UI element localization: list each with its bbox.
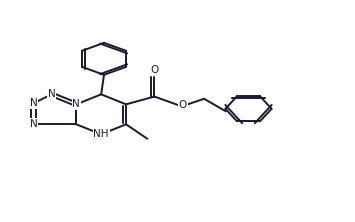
Text: N: N: [30, 119, 38, 129]
Text: N: N: [30, 98, 38, 108]
Text: NH: NH: [93, 129, 109, 139]
Text: O: O: [179, 100, 187, 110]
Text: N: N: [72, 99, 80, 109]
Text: N: N: [48, 89, 55, 99]
Text: O: O: [150, 65, 159, 75]
